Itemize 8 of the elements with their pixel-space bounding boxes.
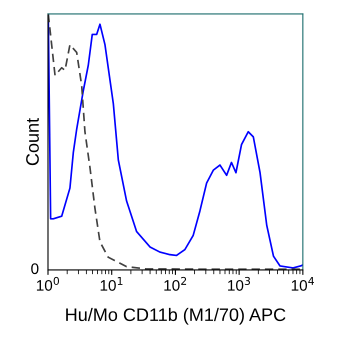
x-tick-label: 10$^{1}$ [100,277,122,291]
y-axis-title: Count [26,118,39,166]
x-tick-label: 10$^{0}$ [36,276,60,291]
x-axis-title: Hu/Mo CD11b (M1/70) APC [66,308,286,325]
x-tick-label: 10$^{2}$ [164,276,186,291]
text: 0 [31,263,38,274]
x-tick-label: 10$^{4}$ [292,277,314,291]
x-tick-label: 10$^{3}$ [228,276,250,291]
